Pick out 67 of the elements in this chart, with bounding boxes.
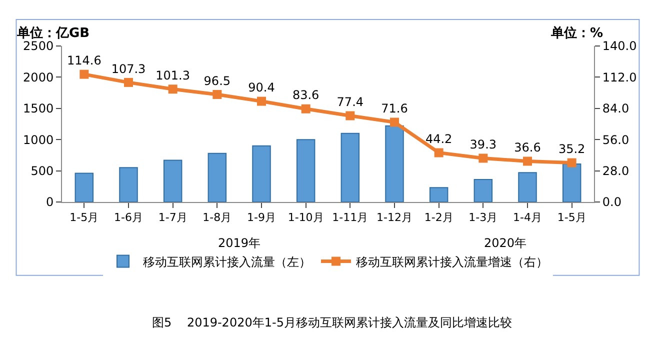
text: 2020年 (484, 236, 527, 250)
x-tick-label: 1-8月 (202, 211, 232, 224)
point (523, 156, 532, 166)
y-tick-label: 1000 (23, 132, 54, 147)
point (478, 154, 488, 163)
x-tick-label: 1-12月 (376, 211, 412, 224)
data-label: 114.6 (66, 54, 102, 68)
point (168, 84, 178, 94)
bar (562, 163, 582, 202)
legend-label: 移动互联网累计接入流量增速（右） (356, 254, 548, 269)
y2-tick-label: 56.0 (602, 132, 630, 147)
bar (119, 167, 138, 202)
data-label: 83.6 (292, 88, 320, 102)
point (346, 111, 355, 120)
y2-tick-label: 0.0 (602, 195, 622, 210)
bar (429, 187, 448, 202)
legend-label: 移动互联网累计接入流量（左） (143, 254, 311, 269)
y2-tick-label: 112.0 (602, 70, 637, 84)
bar (163, 160, 182, 202)
x-tick-label: 1-9月 (247, 211, 276, 224)
bar (74, 172, 94, 202)
bar (474, 179, 493, 202)
point (390, 118, 399, 127)
point (567, 158, 576, 168)
x-tick-label: 1-6月 (114, 211, 143, 224)
y-tick-label: 2500 (23, 39, 54, 54)
x-tick-label: 1-5月 (557, 211, 586, 224)
data-label: 77.4 (336, 95, 364, 110)
bar (518, 172, 537, 202)
bar (385, 125, 404, 202)
bar (296, 139, 316, 202)
bar (252, 145, 271, 202)
y-tick-label: 1500 (23, 102, 54, 116)
x-tick-label: 1-7月 (158, 211, 188, 224)
data-label: 107.3 (111, 62, 146, 76)
x-tick-label: 1-3月 (468, 211, 498, 224)
y2-axis-title: 单位：% (550, 25, 604, 41)
point (80, 70, 89, 79)
data-label: 90.4 (248, 80, 275, 95)
bar (340, 132, 360, 202)
y-tick-label: 500 (30, 164, 54, 178)
text: 2019年 (218, 236, 261, 250)
data-label: 71.6 (381, 102, 408, 116)
y2-tick-label: 28.0 (602, 164, 630, 178)
data-label: 35.2 (558, 142, 586, 156)
x-tick-label: 1-5月 (70, 211, 99, 224)
bar (208, 152, 227, 202)
point (434, 148, 444, 158)
y2-tick-label: 140.0 (602, 39, 637, 54)
x-tick-label: 1-10月 (288, 211, 324, 224)
y-tick-label: 0 (46, 195, 54, 210)
y-tick-label: 2000 (23, 70, 54, 84)
point (124, 78, 133, 87)
x-tick-label: 1-11月 (332, 211, 368, 224)
x-tick-label: 1-4月 (513, 211, 542, 224)
data-label: 101.3 (156, 68, 190, 82)
data-label: 44.2 (425, 132, 452, 146)
y-axis-title: 单位：亿GB (16, 25, 90, 41)
text: 图5 2019-2020年1-5月移动互联网累计接入流量及同比增速比较 (152, 316, 512, 330)
x-tick-label: 1-2月 (424, 211, 454, 224)
point (257, 96, 266, 106)
y2-tick-label: 84.0 (602, 102, 630, 116)
point (212, 90, 222, 99)
data-label: 39.3 (470, 138, 497, 152)
data-label: 96.5 (204, 74, 231, 88)
data-label: 36.6 (514, 140, 541, 155)
point (301, 104, 310, 114)
